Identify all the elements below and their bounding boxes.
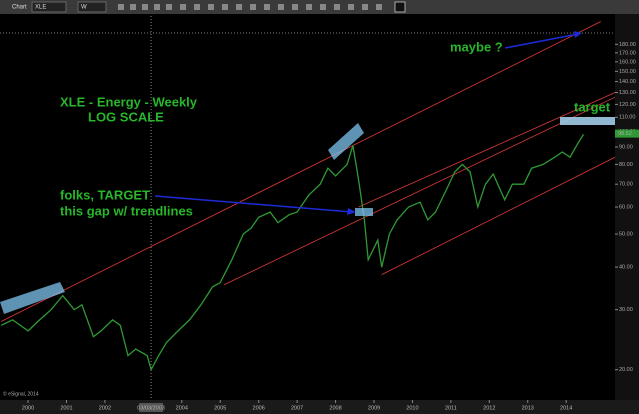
highlight-box xyxy=(328,123,364,160)
annotation: target xyxy=(574,99,611,114)
trendline xyxy=(381,156,616,276)
chart-title: XLE - Energy - Weekly xyxy=(60,94,198,109)
annotation: this gap w/ trendlines xyxy=(60,203,193,218)
crosshair-date: 03/03/2003 xyxy=(137,405,165,411)
y-axis-panel xyxy=(615,14,639,400)
x-tick-label: 2012 xyxy=(483,405,495,411)
trendline xyxy=(223,96,616,286)
toolbar-icons[interactable] xyxy=(118,4,382,10)
trendline xyxy=(0,21,601,322)
y-tick-label: 110.00 xyxy=(619,115,635,121)
arrow xyxy=(154,195,353,213)
y-tick-label: 50.00 xyxy=(619,231,633,237)
x-tick-label: 2000 xyxy=(22,405,34,411)
x-tick-label: 2004 xyxy=(176,405,188,411)
x-tick-label: 2013 xyxy=(522,405,534,411)
y-tick-label: 150.00 xyxy=(619,69,636,75)
y-tick-label: 20.00 xyxy=(619,367,633,373)
last-price-label: 98.52 xyxy=(618,131,632,137)
trendline xyxy=(358,92,616,208)
y-tick-label: 90.00 xyxy=(619,144,633,150)
y-tick-label: 40.00 xyxy=(619,265,633,271)
interval[interactable]: W xyxy=(81,5,87,11)
y-tick-label: 70.00 xyxy=(619,182,633,188)
x-tick-label: 2001 xyxy=(60,405,72,411)
y-tick-label: 130.00 xyxy=(619,90,636,96)
y-tick-label: 120.00 xyxy=(619,102,636,108)
x-tick-label: 2010 xyxy=(406,405,418,411)
interval-box[interactable] xyxy=(77,1,107,13)
price-line xyxy=(0,134,585,372)
footer: © eSignal, 2014 xyxy=(3,390,39,397)
target-box xyxy=(560,117,615,125)
crosshair-date-box xyxy=(139,403,164,412)
toolbar-button[interactable] xyxy=(394,1,406,13)
x-tick-label: 2009 xyxy=(368,405,380,411)
symbol-box[interactable] xyxy=(31,1,67,13)
y-tick-label: 170.00 xyxy=(619,50,636,56)
y-tick-label: 160.00 xyxy=(619,59,636,65)
x-tick-label: 2007 xyxy=(291,405,303,411)
y-tick-label: 180.00 xyxy=(619,42,636,48)
annotation: maybe ? xyxy=(450,39,503,54)
x-tick-label: 2002 xyxy=(99,405,111,411)
y-tick-label: 80.00 xyxy=(619,162,633,168)
x-tick-label: 2005 xyxy=(214,405,226,411)
symbol[interactable]: XLE xyxy=(35,5,46,11)
x-tick-label: 2014 xyxy=(560,405,572,411)
last-price-box xyxy=(615,129,639,138)
x-axis-panel xyxy=(0,400,639,414)
x-tick-label: 2008 xyxy=(329,405,341,411)
highlight-box xyxy=(0,282,65,314)
y-tick-label: 60.00 xyxy=(619,204,633,210)
chart-subtitle: LOG SCALE xyxy=(88,109,164,124)
highlight-box xyxy=(355,208,373,216)
x-tick-label: 2011 xyxy=(445,405,457,411)
toolbar xyxy=(0,0,639,14)
x-tick-label: 2006 xyxy=(253,405,265,411)
y-tick-label: 30.00 xyxy=(619,307,633,313)
annotation: folks, TARGET xyxy=(60,187,150,202)
arrow-head xyxy=(574,31,582,38)
arrow xyxy=(504,33,579,49)
window-title: Chart xyxy=(12,5,27,11)
arrow-head xyxy=(347,208,356,215)
y-tick-label: 140.00 xyxy=(619,79,636,85)
